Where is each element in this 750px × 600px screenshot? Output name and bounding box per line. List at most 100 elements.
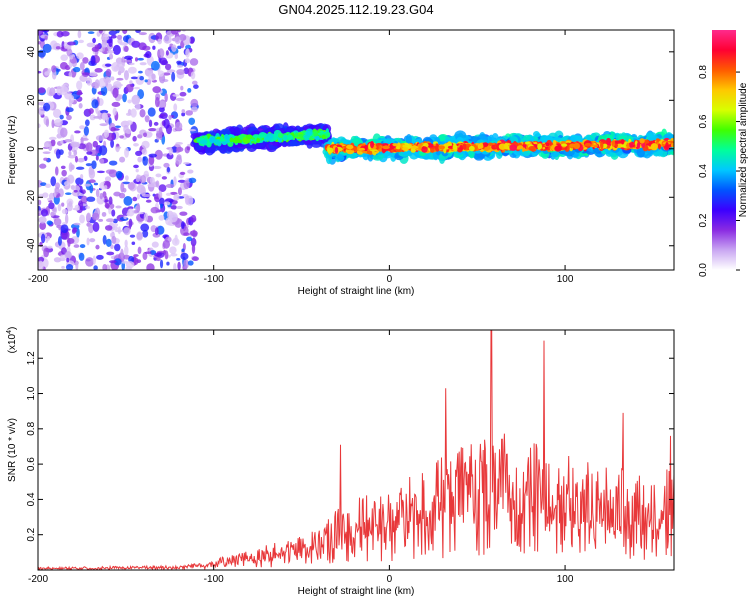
spectrogram-cell — [363, 144, 368, 152]
spectrogram-cell — [50, 139, 56, 147]
spectrogram-cell — [61, 265, 65, 269]
spectrogram-cell — [78, 252, 85, 261]
spectrogram-cell — [176, 205, 183, 210]
spectrogram-cell — [129, 234, 136, 238]
spectrogram-cell — [115, 146, 122, 149]
spectrogram-cell — [54, 118, 63, 127]
spectrogram-cell — [68, 55, 74, 60]
spectrogram-cell — [112, 87, 119, 99]
spectrogram-cell — [100, 85, 108, 96]
spectrogram-cell — [232, 137, 240, 144]
spectrogram-cell — [156, 130, 160, 141]
spectrogram-cell — [277, 132, 284, 139]
spectrogram-cell — [86, 42, 96, 48]
spectrogram-cell — [98, 218, 104, 222]
spectrogram-cell — [88, 108, 94, 114]
spectrogram-cell — [423, 142, 429, 148]
spectrogram-cell — [487, 142, 493, 146]
spectrogram-cell — [39, 221, 47, 231]
spectrogram-cell — [123, 59, 133, 63]
spectrogram-cell — [115, 170, 123, 179]
spectrogram-cell — [152, 45, 156, 50]
spectrogram-cell — [346, 144, 354, 150]
spectrogram-cell — [85, 206, 91, 210]
spectrogram-cell — [84, 119, 90, 127]
spectrogram-cell — [554, 145, 562, 152]
spectrogram-x-label: Height of straight line (km) — [298, 286, 415, 297]
spectrogram-cell — [183, 161, 190, 165]
spectrogram-cell — [180, 85, 184, 91]
spectrogram-cell — [72, 185, 81, 193]
spectrogram-cell — [125, 261, 135, 269]
spectrogram-cell — [139, 76, 145, 81]
spectrogram-cell — [120, 248, 124, 259]
spectrogram-cell — [147, 107, 156, 117]
spectrogram-cell — [462, 143, 467, 150]
spectrogram-cell — [76, 91, 83, 96]
spectrogram-cell — [174, 121, 183, 131]
spectrogram-cell — [141, 148, 148, 156]
spectrogram-cell — [114, 258, 122, 266]
spectrogram-cell — [138, 32, 147, 36]
spectrogram-cell — [86, 196, 96, 202]
spectrogram-cell — [135, 150, 143, 156]
spectrogram-cell — [159, 57, 168, 66]
spectrogram-cell — [40, 182, 47, 187]
spectrogram-cell — [191, 256, 199, 261]
spectrogram-cell — [657, 143, 661, 150]
spectrogram-cell — [96, 170, 105, 174]
spectrogram-cell — [60, 83, 69, 93]
colorbar: 0.0 0.2 0.4 0.6 0.8 Normalized spectral ampl… — [698, 30, 749, 277]
spectrogram-cell — [438, 145, 445, 150]
spectrogram-cell — [93, 182, 99, 186]
spectrogram-cell — [42, 192, 49, 198]
spectrogram-cell — [78, 103, 83, 109]
spectrogram-cell — [82, 57, 89, 64]
spectrogram-cell — [135, 103, 141, 111]
spectrogram-cell — [509, 144, 518, 151]
spectrogram-cell — [459, 144, 463, 151]
spectrogram-cell — [160, 113, 166, 117]
spectrogram-cell — [59, 114, 64, 120]
spectrogram-cell — [85, 257, 95, 267]
spectrogram-cell — [93, 265, 98, 270]
spectrogram-cell — [173, 262, 177, 270]
spectrogram-cell — [106, 251, 115, 256]
spectrogram-cell — [143, 132, 148, 138]
spectrogram-cell — [99, 192, 103, 200]
spectrogram-cell — [382, 145, 390, 150]
spectrogram-cell — [96, 254, 104, 260]
spectrogram-cell — [157, 48, 165, 59]
spectrogram-cell — [122, 35, 130, 43]
spectrogram-cell — [628, 142, 634, 148]
colorbar-tick-label: 0.4 — [698, 164, 709, 178]
spectrogram-cell — [136, 193, 140, 200]
spectrogram-cell — [170, 253, 178, 257]
spectrogram-cell — [48, 202, 55, 210]
spectrogram-cell — [305, 130, 313, 137]
spectrogram-cell — [83, 126, 89, 136]
spectrogram-cell — [294, 132, 299, 138]
spectrogram-cell — [104, 176, 112, 182]
spectrogram-cell — [124, 245, 129, 256]
spectrogram-cell — [181, 248, 185, 253]
spectrogram-cell — [104, 225, 113, 231]
snr-y-tick-label: 0.4 — [26, 492, 37, 506]
spectrogram-cell — [570, 135, 582, 143]
spectrogram-cell — [224, 133, 229, 140]
spectrogram-cell — [435, 144, 440, 152]
spectrogram-cell — [138, 42, 147, 51]
spectrogram-cell — [164, 92, 168, 103]
spectrogram-cell — [602, 143, 608, 148]
spectrogram-cell — [178, 33, 187, 42]
snr-panel: -200 -100 0 100 0.2 0.4 0.6 0.8 1.0 1.2 Height o… — [6, 327, 675, 597]
spectrogram-cell — [60, 54, 69, 62]
spectrogram-cell — [310, 139, 322, 148]
spectrogram-cell — [177, 179, 186, 183]
spectrogram-cell — [139, 62, 147, 66]
spectrogram-cell — [482, 142, 489, 148]
spectrogram-cell — [38, 199, 42, 206]
spectrogram-cell — [95, 244, 100, 250]
spectrogram-cell — [72, 66, 81, 73]
